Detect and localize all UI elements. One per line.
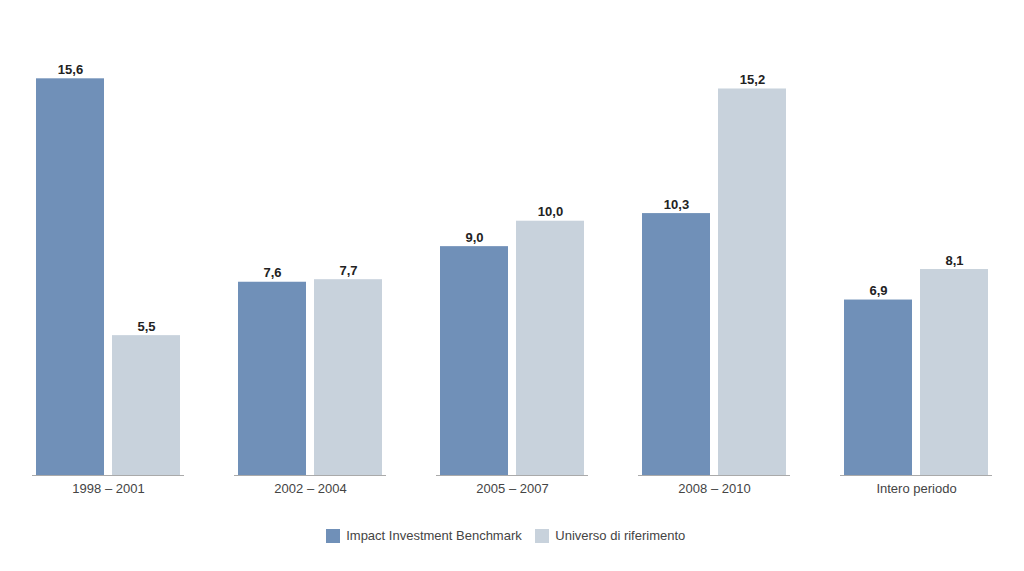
svg-text:Intero periodo: Intero periodo — [876, 481, 956, 496]
svg-text:10,3: 10,3 — [664, 197, 689, 212]
svg-text:1998 – 2001: 1998 – 2001 — [72, 481, 144, 496]
svg-text:6,9: 6,9 — [869, 283, 887, 298]
svg-text:7,6: 7,6 — [263, 265, 281, 280]
svg-text:5,5: 5,5 — [137, 319, 155, 334]
svg-text:2002 – 2004: 2002 – 2004 — [274, 481, 346, 496]
svg-text:2008 – 2010: 2008 – 2010 — [678, 481, 750, 496]
svg-text:15,2: 15,2 — [740, 72, 765, 87]
svg-text:9,0: 9,0 — [465, 230, 483, 245]
svg-text:10,0: 10,0 — [538, 204, 563, 219]
svg-text:2005 – 2007: 2005 – 2007 — [476, 481, 548, 496]
svg-text:7,7: 7,7 — [339, 263, 357, 278]
svg-text:8,1: 8,1 — [945, 253, 963, 268]
html-text:Impact Investment Benchmark: Impact Investment Benchmark — [346, 528, 522, 543]
svg-text:15,6: 15,6 — [58, 62, 83, 77]
html-text:Universo di riferimento: Universo di riferimento — [555, 528, 686, 543]
